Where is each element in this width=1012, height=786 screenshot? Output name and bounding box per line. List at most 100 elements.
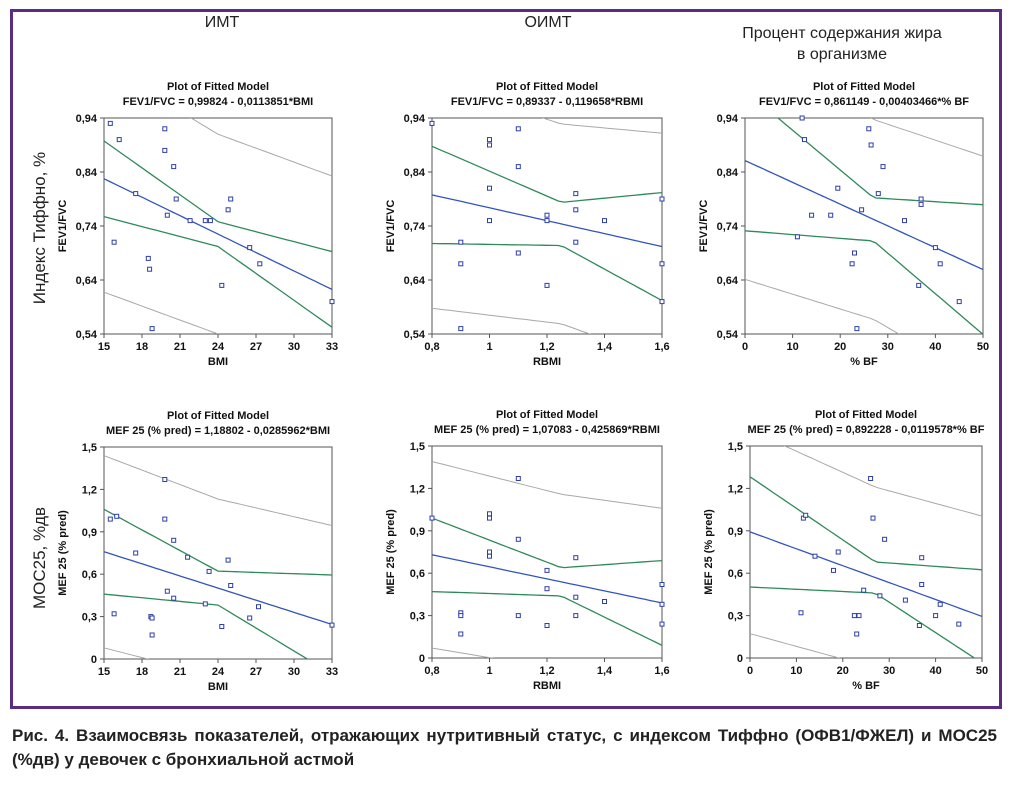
x-tick-label: 30 bbox=[288, 666, 300, 678]
x-tick-label: 1 bbox=[486, 341, 492, 353]
data-point bbox=[171, 595, 177, 601]
fit-layer bbox=[104, 455, 332, 659]
data-point bbox=[187, 218, 193, 224]
y-axis-label: MEF 25 (% pred) bbox=[385, 509, 397, 595]
data-point bbox=[107, 120, 113, 126]
data-point bbox=[868, 476, 874, 481]
y-tick-label: 0,64 bbox=[404, 275, 426, 287]
y-tick-label: 0,6 bbox=[410, 568, 425, 580]
plot-area bbox=[431, 117, 663, 335]
data-point bbox=[116, 137, 122, 143]
data-point bbox=[799, 115, 805, 121]
x-tick-label: 1,4 bbox=[597, 665, 613, 677]
x-axis-label: % BF bbox=[850, 356, 878, 368]
x-tick-label: 1,2 bbox=[539, 341, 554, 353]
y-tick-label: 1,5 bbox=[410, 441, 425, 453]
data-point bbox=[937, 601, 943, 607]
data-point bbox=[875, 191, 881, 197]
prediction-limit-upper bbox=[190, 118, 332, 177]
y-tick-label: 0 bbox=[419, 653, 425, 665]
x-tick-label: 10 bbox=[790, 665, 802, 677]
y-tick-label: 0,3 bbox=[410, 611, 425, 623]
data-point bbox=[458, 261, 464, 267]
data-point bbox=[487, 515, 492, 521]
data-point bbox=[861, 587, 867, 593]
chart-equation: MEF 25 (% pred) = 1,07083 - 0,425869*RBM… bbox=[434, 424, 660, 436]
x-tick-label: 20 bbox=[834, 341, 846, 353]
data-point bbox=[429, 515, 435, 521]
data-point bbox=[219, 282, 225, 288]
x-tick-label: 1,4 bbox=[597, 341, 613, 353]
data-point bbox=[228, 583, 234, 588]
x-tick-label: 27 bbox=[250, 666, 262, 678]
data-point bbox=[831, 567, 836, 573]
data-point bbox=[918, 201, 924, 207]
data-point bbox=[202, 218, 208, 224]
y-tick-label: 0,64 bbox=[717, 275, 739, 287]
data-point bbox=[228, 196, 234, 202]
data-point bbox=[916, 282, 922, 288]
x-tick-label: 40 bbox=[929, 665, 941, 677]
prediction-limit-upper bbox=[432, 461, 662, 509]
y-tick-label: 1,2 bbox=[728, 483, 743, 495]
data-point bbox=[573, 207, 579, 213]
column-header-bmi: ИМТ bbox=[204, 14, 240, 31]
prediction-limit-upper bbox=[541, 118, 662, 134]
data-point bbox=[956, 621, 962, 627]
y-tick-label: 0,54 bbox=[404, 329, 426, 341]
chart-title: Plot of Fitted Model bbox=[496, 409, 598, 421]
y-tick-label: 0,9 bbox=[728, 526, 743, 538]
chart-title: Plot of Fitted Model bbox=[167, 81, 269, 93]
data-point bbox=[802, 137, 807, 143]
x-tick-label: 1 bbox=[486, 665, 492, 677]
confidence-limit-lower bbox=[432, 242, 662, 302]
data-point bbox=[602, 599, 607, 604]
chart-panel-6: Plot of Fitted Model MEF 25 (% pred) = 0,… bbox=[703, 409, 988, 692]
plot-area bbox=[749, 445, 983, 659]
data-point bbox=[835, 549, 841, 555]
data-point bbox=[544, 586, 550, 592]
data-point bbox=[932, 245, 938, 251]
x-tick-label: 30 bbox=[288, 341, 300, 353]
data-point bbox=[809, 212, 815, 218]
data-point bbox=[458, 326, 464, 332]
data-point bbox=[803, 512, 809, 518]
y-tick-label: 0,74 bbox=[404, 221, 426, 233]
data-point bbox=[133, 191, 139, 197]
plot-area bbox=[744, 117, 984, 335]
data-point bbox=[918, 196, 924, 202]
data-point bbox=[487, 218, 492, 224]
data-point bbox=[487, 185, 492, 191]
x-tick-label: 24 bbox=[212, 341, 225, 353]
y-axis-label: FEV1/FVC bbox=[385, 200, 397, 253]
data-point bbox=[937, 261, 943, 267]
x-tick-label: 1,6 bbox=[654, 665, 669, 677]
data-point bbox=[149, 326, 155, 332]
data-point bbox=[544, 567, 550, 573]
y-tick-label: 0,94 bbox=[404, 113, 426, 125]
x-tick-label: 30 bbox=[883, 665, 895, 677]
x-tick-label: 18 bbox=[136, 341, 148, 353]
data-point bbox=[487, 549, 492, 555]
x-tick-label: 24 bbox=[212, 666, 225, 678]
y-tick-label: 1,2 bbox=[82, 484, 97, 496]
confidence-limit-lower bbox=[104, 593, 309, 659]
confidence-limit-upper bbox=[750, 476, 982, 571]
prediction-limit-lower bbox=[104, 647, 150, 659]
data-point bbox=[544, 282, 550, 288]
x-tick-label: 1,6 bbox=[654, 341, 669, 353]
data-point bbox=[856, 613, 862, 619]
chart-title: Plot of Fitted Model bbox=[167, 410, 269, 422]
data-point bbox=[919, 555, 925, 561]
y-tick-label: 0 bbox=[91, 654, 97, 666]
chart-title: Plot of Fitted Model bbox=[815, 409, 917, 421]
data-point bbox=[207, 218, 213, 224]
data-point bbox=[659, 299, 665, 305]
y-tick-label: 0,84 bbox=[76, 167, 98, 179]
x-tick-label: 40 bbox=[929, 341, 941, 353]
data-point bbox=[835, 185, 841, 191]
confidence-limit-lower bbox=[104, 215, 332, 328]
column-header-rbmi: ОИМТ bbox=[524, 14, 572, 31]
data-point bbox=[487, 511, 492, 517]
data-point bbox=[602, 218, 607, 224]
